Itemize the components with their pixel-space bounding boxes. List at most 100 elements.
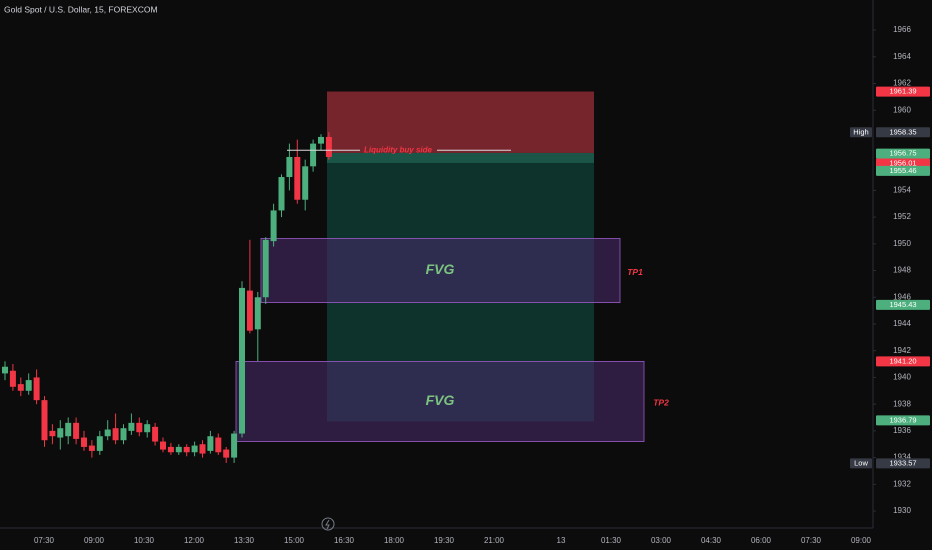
candle-body xyxy=(33,377,40,401)
y-tick-label: 1960 xyxy=(893,105,911,114)
candle-body xyxy=(81,437,87,447)
price-badge xyxy=(876,148,930,159)
price-badge xyxy=(876,165,930,176)
x-tick-label: 04:30 xyxy=(701,536,722,545)
y-tick-label: 1962 xyxy=(893,79,911,88)
candle-body xyxy=(302,166,309,200)
y-tick-label: 1946 xyxy=(893,292,911,301)
x-tick-label: 07:30 xyxy=(801,536,822,545)
price-badge xyxy=(876,127,930,138)
candle-body xyxy=(286,156,293,178)
candle-body xyxy=(17,384,24,391)
x-tick-label: 09:00 xyxy=(851,536,872,545)
replay-icon[interactable] xyxy=(321,517,335,531)
y-tick-label: 1950 xyxy=(893,239,911,248)
candle-body xyxy=(270,210,277,242)
y-tick-label: 1940 xyxy=(893,373,911,382)
candle-body xyxy=(160,441,166,450)
liquidity-label: Liquidity buy side xyxy=(364,145,433,154)
price-badge-label: 1955.46 xyxy=(889,166,916,175)
candle-body xyxy=(41,400,48,441)
x-tick-label: 10:30 xyxy=(134,536,155,545)
candle-body xyxy=(183,446,190,453)
price-badge-label: 1958.35 xyxy=(889,127,916,136)
candle-body xyxy=(25,380,32,391)
chart-title: Gold Spot / U.S. Dollar, 15, FOREXCOM xyxy=(4,4,158,14)
candle-body xyxy=(57,428,64,438)
y-tick-label: 1934 xyxy=(893,453,911,462)
y-tick-label: 1966 xyxy=(893,25,911,34)
zone xyxy=(327,91,594,153)
x-tick-label: 21:00 xyxy=(484,536,505,545)
target-label: TP1 xyxy=(627,267,643,277)
x-tick-label: 16:30 xyxy=(334,536,355,545)
x-tick-label: 09:00 xyxy=(84,536,105,545)
price-badge-label: 1936.79 xyxy=(889,415,916,424)
price-badge-label: 1961.39 xyxy=(889,87,916,96)
price-badge-label: 1941.20 xyxy=(889,356,916,365)
zone xyxy=(260,238,621,304)
x-tick-label: 18:00 xyxy=(384,536,405,545)
price-badge xyxy=(876,356,930,367)
candle-body xyxy=(318,136,324,144)
x-tick-label: 12:00 xyxy=(184,536,205,545)
candle-body xyxy=(128,422,135,431)
candle-body xyxy=(294,156,301,200)
x-tick-label: 13:30 xyxy=(234,536,255,545)
candle-body xyxy=(104,429,111,437)
y-tick-label: 1948 xyxy=(893,266,911,275)
replay-icon-bolt xyxy=(325,519,330,530)
candle-body xyxy=(231,433,238,458)
y-tick-label: 1932 xyxy=(893,479,911,488)
candle-body xyxy=(175,446,182,453)
x-tick-label: 06:00 xyxy=(751,536,772,545)
target-label: TP2 xyxy=(653,398,669,408)
zone xyxy=(235,360,645,442)
price-badge-label: 1956.01 xyxy=(889,159,916,168)
y-tick-label: 1942 xyxy=(893,346,911,355)
candle-body xyxy=(191,445,198,453)
candle-body xyxy=(112,428,119,441)
candle-body xyxy=(65,422,72,437)
candle-body xyxy=(2,366,8,374)
x-tick-label: 07:30 xyxy=(34,536,55,545)
price-badge xyxy=(876,415,930,426)
price-tag xyxy=(850,458,872,469)
x-tick-label: 13 xyxy=(557,536,566,545)
price-tag-label: Low xyxy=(854,458,868,467)
zone-label: FVG xyxy=(426,261,455,277)
y-tick-label: 1952 xyxy=(893,212,911,221)
y-tick-label: 1930 xyxy=(893,506,911,515)
x-tick-label: 15:00 xyxy=(284,536,305,545)
price-tag-label: High xyxy=(853,127,868,136)
candle-body xyxy=(144,424,151,433)
candle-body xyxy=(96,436,103,451)
y-tick-label: 1964 xyxy=(893,52,911,61)
price-tag xyxy=(850,127,872,138)
price-badge-label: 1956.75 xyxy=(889,149,916,158)
x-tick-label: 19:30 xyxy=(434,536,455,545)
candle-body xyxy=(254,297,261,330)
candle-body xyxy=(88,445,95,451)
y-tick-label: 1954 xyxy=(893,185,911,194)
entry-strip xyxy=(327,152,594,163)
candle-body xyxy=(152,426,159,442)
candle-body xyxy=(49,430,56,437)
candle-body xyxy=(278,177,285,211)
x-tick-label: 03:00 xyxy=(651,536,672,545)
candle-body xyxy=(215,437,222,453)
candle-body xyxy=(310,143,317,167)
candle-body xyxy=(167,446,174,453)
y-tick-label: 1938 xyxy=(893,399,911,408)
candle-body xyxy=(199,444,206,454)
candle-body xyxy=(207,436,214,451)
price-badge xyxy=(876,458,930,469)
candle-body xyxy=(120,428,127,441)
candle-body xyxy=(246,290,253,331)
candle-body xyxy=(136,422,143,433)
candle-body xyxy=(9,370,16,387)
zone-label: FVG xyxy=(426,392,455,408)
candle-body xyxy=(262,239,269,298)
